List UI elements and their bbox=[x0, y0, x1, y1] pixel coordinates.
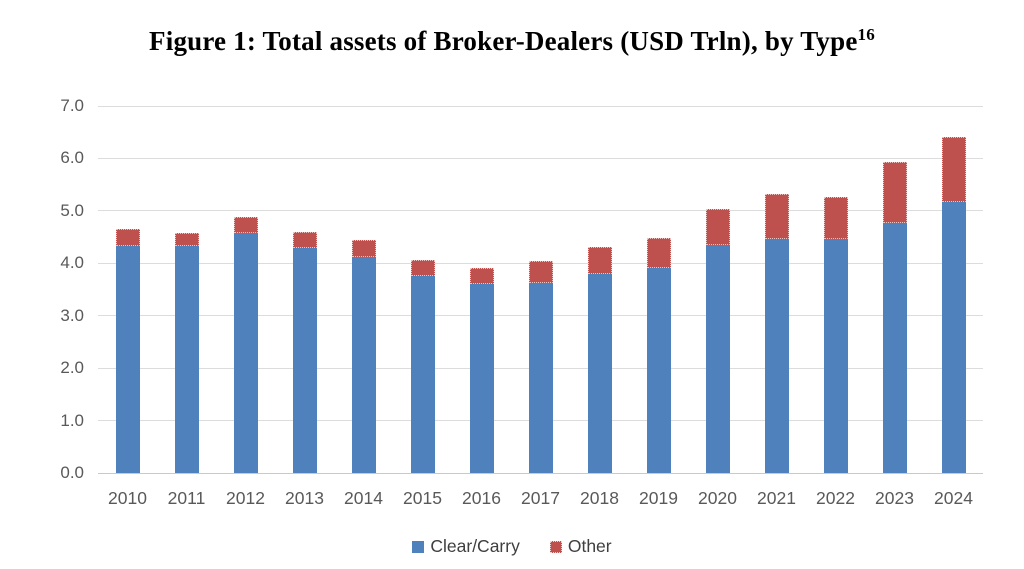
bar-segment-other-2014 bbox=[351, 239, 376, 257]
bar-segment-clear-carry-2015 bbox=[410, 276, 435, 473]
bar-segment-clear-carry-2013 bbox=[292, 247, 317, 473]
x-tick-label-2010: 2010 bbox=[108, 488, 147, 508]
y-tick-label: 1.0 bbox=[60, 410, 84, 430]
bar-segment-clear-carry-2010 bbox=[115, 245, 140, 473]
bar-segment-other-2018 bbox=[587, 246, 612, 274]
bar-segment-clear-carry-2024 bbox=[941, 201, 966, 473]
legend-label: Other bbox=[567, 536, 612, 556]
bar-segment-clear-carry-2012 bbox=[233, 233, 258, 473]
x-tick-label-2022: 2022 bbox=[816, 488, 855, 508]
plot-area bbox=[98, 106, 983, 473]
chart-title-superscript: 16 bbox=[857, 25, 875, 44]
x-tick-label-2023: 2023 bbox=[875, 488, 914, 508]
x-tick-label-2017: 2017 bbox=[521, 488, 560, 508]
y-tick-label: 4.0 bbox=[60, 253, 84, 273]
x-axis-line bbox=[98, 472, 983, 474]
x-tick-label-2020: 2020 bbox=[698, 488, 737, 508]
gridline bbox=[98, 157, 983, 159]
bar-segment-other-2016 bbox=[469, 267, 494, 285]
gridline bbox=[98, 210, 983, 212]
x-tick-label-2016: 2016 bbox=[462, 488, 501, 508]
x-tick-label-2024: 2024 bbox=[934, 488, 973, 508]
x-tick-label-2011: 2011 bbox=[167, 488, 206, 508]
chart-title-text: Figure 1: Total assets of Broker-Dealers… bbox=[149, 26, 858, 56]
x-tick-label-2013: 2013 bbox=[285, 488, 324, 508]
bar-segment-clear-carry-2011 bbox=[174, 245, 199, 473]
x-tick-label-2015: 2015 bbox=[403, 488, 442, 508]
bar-segment-other-2022 bbox=[823, 197, 848, 239]
bar-segment-other-2017 bbox=[528, 261, 553, 284]
x-tick-label-2012: 2012 bbox=[226, 488, 265, 508]
bar-segment-clear-carry-2023 bbox=[882, 222, 907, 473]
bar-segment-other-2021 bbox=[764, 194, 789, 240]
bar-segment-clear-carry-2016 bbox=[469, 284, 494, 473]
legend-swatch-icon bbox=[412, 540, 425, 553]
y-tick-label: 0.0 bbox=[60, 463, 84, 482]
legend-swatch-icon bbox=[549, 540, 562, 553]
legend-item-clear-carry: Clear/Carry bbox=[412, 536, 520, 557]
bar-segment-other-2015 bbox=[410, 260, 435, 277]
gridline bbox=[98, 105, 983, 107]
bar-segment-other-2010 bbox=[115, 228, 140, 246]
bar-segment-other-2012 bbox=[233, 216, 258, 234]
bar-segment-other-2011 bbox=[174, 232, 199, 246]
x-tick-label-2021: 2021 bbox=[757, 488, 796, 508]
bar-segment-clear-carry-2018 bbox=[587, 273, 612, 473]
y-tick-label: 2.0 bbox=[60, 358, 84, 378]
bar-segment-clear-carry-2019 bbox=[646, 268, 671, 473]
bar-segment-clear-carry-2017 bbox=[528, 283, 553, 473]
y-tick-label: 6.0 bbox=[60, 148, 84, 168]
x-tick-label-2019: 2019 bbox=[639, 488, 678, 508]
x-tick-label-2018: 2018 bbox=[580, 488, 619, 508]
bar-segment-clear-carry-2021 bbox=[764, 239, 789, 473]
bar-segment-other-2024 bbox=[941, 136, 966, 202]
y-tick-label: 7.0 bbox=[60, 96, 84, 115]
bar-segment-other-2020 bbox=[705, 208, 730, 246]
legend-label: Clear/Carry bbox=[430, 536, 520, 556]
y-tick-label: 5.0 bbox=[60, 200, 84, 220]
x-tick-label-2014: 2014 bbox=[344, 488, 383, 508]
legend-item-other: Other bbox=[549, 536, 612, 557]
bar-segment-other-2013 bbox=[292, 231, 317, 248]
bar-segment-other-2019 bbox=[646, 237, 671, 269]
y-tick-label: 3.0 bbox=[60, 305, 84, 325]
bar-segment-clear-carry-2020 bbox=[705, 245, 730, 473]
chart-title: Figure 1: Total assets of Broker-Dealers… bbox=[0, 26, 1024, 57]
bar-segment-clear-carry-2022 bbox=[823, 238, 848, 473]
bar-segment-clear-carry-2014 bbox=[351, 257, 376, 473]
legend: Clear/Carry Other bbox=[0, 536, 1024, 557]
bar-segment-other-2023 bbox=[882, 161, 907, 223]
